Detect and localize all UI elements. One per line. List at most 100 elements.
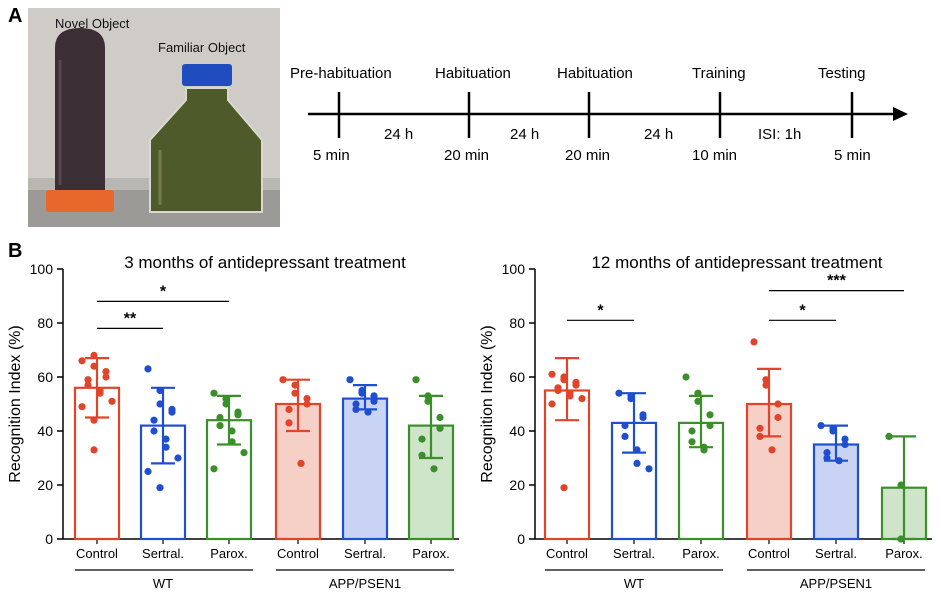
timeline-event-2: Habituation bbox=[557, 65, 633, 82]
data-point bbox=[144, 365, 152, 373]
data-point bbox=[627, 395, 635, 403]
significance-label: * bbox=[160, 283, 167, 300]
data-point bbox=[548, 400, 556, 408]
data-point bbox=[303, 400, 311, 408]
timeline-interval-2: 24 h bbox=[644, 126, 673, 143]
data-point bbox=[688, 438, 696, 446]
data-point bbox=[424, 392, 432, 400]
chart-3-months: 3 months of antidepressant treatment Rec… bbox=[7, 253, 459, 591]
y-tick-label: 80 bbox=[37, 315, 53, 331]
x-tick-label: Sertral. bbox=[344, 546, 386, 561]
data-point bbox=[370, 397, 378, 405]
data-point bbox=[774, 413, 782, 422]
y-tick-label: 80 bbox=[509, 315, 525, 331]
data-point bbox=[762, 381, 770, 389]
data-point bbox=[897, 481, 905, 489]
data-point bbox=[554, 386, 562, 395]
data-point bbox=[96, 389, 104, 397]
data-point bbox=[560, 376, 568, 384]
y-tick-label: 20 bbox=[509, 477, 525, 493]
data-point bbox=[750, 338, 758, 346]
y-axis-label: Recognition Index (%) bbox=[7, 325, 24, 482]
x-tick-label: Sertral. bbox=[613, 546, 655, 561]
data-point bbox=[78, 403, 86, 411]
data-point bbox=[240, 449, 248, 457]
x-tick-label: Parox. bbox=[210, 546, 248, 561]
data-point bbox=[174, 454, 182, 462]
chart-12-months: 12 months of antidepressant treatment Re… bbox=[479, 253, 932, 591]
data-point bbox=[774, 400, 782, 408]
timeline-duration-2: 20 min bbox=[565, 147, 610, 164]
data-point bbox=[352, 405, 360, 413]
objects-photo: Novel Object Familiar Object bbox=[28, 8, 280, 227]
group-label: WT bbox=[624, 576, 644, 591]
x-tick-label: Parox. bbox=[412, 546, 450, 561]
data-point bbox=[150, 416, 158, 424]
timeline-interval-1: 24 h bbox=[510, 126, 539, 143]
novel-object-label: Novel Object bbox=[55, 16, 130, 31]
data-point bbox=[228, 427, 236, 435]
y-tick-label: 60 bbox=[509, 369, 525, 385]
data-point bbox=[706, 422, 714, 430]
data-point bbox=[578, 395, 586, 403]
data-point bbox=[633, 459, 641, 467]
data-point bbox=[108, 397, 116, 405]
data-point bbox=[297, 459, 305, 467]
data-point bbox=[768, 446, 776, 454]
y-tick-label: 100 bbox=[502, 261, 526, 277]
timeline-interval-3: ISI: 1h bbox=[758, 126, 801, 143]
x-tick-label: Control bbox=[748, 546, 790, 561]
data-point bbox=[285, 419, 293, 427]
x-tick-label: Parox. bbox=[885, 546, 923, 561]
data-point bbox=[84, 381, 92, 389]
y-tick-label: 40 bbox=[509, 423, 525, 439]
timeline-event-0: Pre-habituation bbox=[290, 65, 392, 82]
timeline-arrowhead bbox=[893, 107, 908, 121]
x-tick-label: Control bbox=[76, 546, 118, 561]
data-point bbox=[216, 413, 224, 422]
significance-label: * bbox=[597, 302, 604, 319]
y-tick-label: 40 bbox=[37, 423, 53, 439]
novel-tube bbox=[55, 28, 105, 205]
timeline-interval-0: 24 h bbox=[384, 126, 413, 143]
chart-title: 12 months of antidepressant treatment bbox=[591, 253, 882, 272]
data-point bbox=[694, 397, 702, 405]
data-point bbox=[682, 373, 690, 381]
data-point bbox=[841, 435, 849, 443]
data-point bbox=[150, 427, 158, 435]
novel-object bbox=[46, 28, 114, 212]
data-point bbox=[694, 389, 702, 397]
data-point bbox=[885, 432, 893, 440]
data-point bbox=[352, 400, 360, 408]
data-point bbox=[823, 449, 831, 457]
data-point bbox=[279, 376, 287, 384]
y-tick-label: 60 bbox=[37, 369, 53, 385]
data-point bbox=[90, 362, 98, 370]
significance-label: * bbox=[799, 302, 806, 319]
timeline-event-1: Habituation bbox=[435, 65, 511, 82]
familiar-cap bbox=[182, 64, 232, 86]
significance-label: ** bbox=[124, 310, 137, 327]
data-point bbox=[222, 395, 230, 403]
data-point bbox=[829, 427, 837, 435]
data-point bbox=[418, 451, 426, 459]
data-point bbox=[566, 392, 574, 400]
group-label: WT bbox=[153, 576, 173, 591]
data-point bbox=[560, 484, 568, 492]
data-point bbox=[633, 446, 641, 454]
group-label: APP/PSEN1 bbox=[329, 576, 401, 591]
data-point bbox=[621, 432, 629, 440]
data-point bbox=[162, 435, 170, 443]
x-tick-label: Control bbox=[546, 546, 588, 561]
data-point bbox=[156, 400, 164, 408]
y-axis-label: Recognition Index (%) bbox=[479, 325, 496, 482]
data-point bbox=[835, 457, 843, 465]
data-point bbox=[424, 397, 432, 405]
timeline-duration-0: 5 min bbox=[313, 147, 350, 164]
data-point bbox=[156, 484, 164, 492]
data-point bbox=[436, 424, 444, 432]
data-point bbox=[548, 370, 556, 378]
data-point bbox=[706, 411, 714, 419]
timeline-duration-4: 5 min bbox=[834, 147, 871, 164]
data-point bbox=[688, 427, 696, 435]
